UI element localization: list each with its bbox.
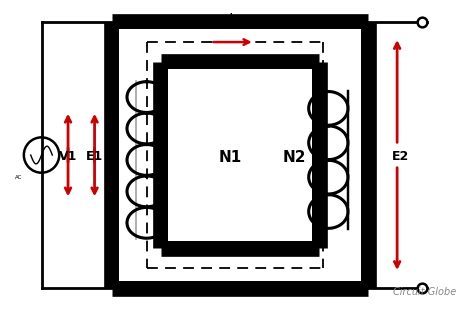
Text: Circuit Globe: Circuit Globe: [393, 288, 456, 297]
Text: N2: N2: [282, 149, 306, 165]
Text: E2: E2: [392, 150, 409, 164]
Bar: [168, 68, 312, 241]
Bar: [162, 63, 318, 247]
Text: V1: V1: [59, 150, 77, 164]
Text: AC: AC: [15, 175, 22, 180]
Text: $\phi$m: $\phi$m: [224, 11, 250, 30]
Text: N1: N1: [219, 149, 242, 165]
Bar: [113, 24, 367, 287]
Text: E1: E1: [86, 150, 103, 164]
Bar: [119, 29, 361, 281]
